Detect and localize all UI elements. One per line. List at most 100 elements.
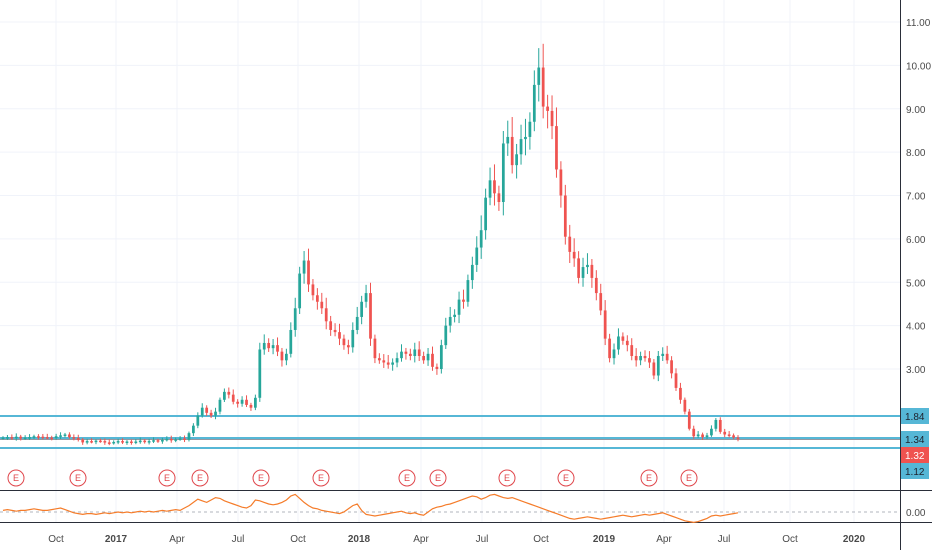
candle (329, 315, 333, 336)
candle-body (10, 437, 14, 439)
candle (736, 435, 740, 442)
candle (103, 438, 107, 445)
earnings-marker: E (398, 469, 416, 487)
candle-body (37, 436, 40, 438)
candle-body (54, 436, 58, 438)
candle-body (674, 373, 678, 388)
price-tick-label: 3.00 (906, 365, 926, 376)
candle-body (639, 355, 642, 361)
candle (342, 334, 346, 350)
earnings-label: E (504, 473, 510, 483)
candle-body (125, 441, 129, 444)
candle (218, 397, 222, 415)
candle-body (267, 342, 271, 349)
time-tick-label: Oct (290, 534, 306, 545)
candle-body (435, 366, 439, 369)
earnings-marker: E (680, 469, 698, 487)
price-tick-label: 7.00 (906, 192, 926, 203)
candle (254, 394, 257, 411)
candle-body (360, 301, 364, 317)
candle-body (537, 67, 541, 85)
candle (192, 423, 195, 437)
candle (227, 387, 231, 399)
level-badge-bg (901, 463, 929, 479)
level-badge: 1.12 (901, 463, 929, 479)
candle (324, 297, 328, 330)
candle (14, 433, 18, 441)
candle-body (28, 437, 31, 439)
candle (143, 438, 147, 444)
candle (72, 434, 76, 441)
candle (630, 338, 634, 361)
earnings-circle (557, 469, 575, 487)
price-axis: 11.00 10.00 9.00 8.00 7.00 6.00 5.00 4.00 3.00 1.… (901, 18, 931, 519)
candle-body (324, 308, 328, 322)
level-badge: 1.84 (901, 408, 929, 424)
time-tick-label: Jul (476, 534, 489, 545)
candle (258, 342, 262, 402)
time-tick-label: Jul (718, 534, 731, 545)
time-tick-label: 2020 (843, 534, 866, 545)
candle (679, 382, 682, 404)
candle-body (431, 353, 434, 367)
candle-body (661, 353, 665, 356)
time-tick-label: Oct (782, 534, 798, 545)
candle (670, 356, 673, 379)
candle-body (439, 345, 443, 369)
candle (10, 434, 14, 440)
candle (333, 323, 337, 337)
candle-body (280, 351, 284, 361)
candle-body (364, 293, 368, 302)
candle-body (187, 433, 191, 440)
candle (178, 436, 182, 441)
candle-body (386, 362, 390, 365)
candle (280, 347, 284, 367)
candle-body (400, 351, 403, 359)
candle-body (192, 425, 195, 434)
candle (94, 439, 98, 445)
candle (550, 95, 554, 140)
candle (439, 339, 443, 374)
candle (612, 343, 616, 365)
candle (652, 359, 656, 380)
candle-body (643, 355, 647, 359)
candle-body (568, 236, 572, 252)
level-badge-label: 1.12 (905, 467, 925, 478)
price-tick-label: 4.00 (906, 322, 926, 333)
candle (315, 288, 319, 310)
candle-body (81, 439, 85, 443)
candle-body (63, 434, 67, 436)
candle-body (276, 345, 279, 352)
candle (701, 432, 704, 440)
candle (245, 395, 248, 408)
last-price-badge: 1.32 (901, 447, 929, 463)
level-badge-label: 1.34 (905, 435, 925, 446)
candle-body (143, 440, 147, 443)
candle-body (130, 441, 133, 444)
candle-body (293, 308, 297, 330)
candle-body (718, 419, 722, 432)
candle (382, 354, 386, 368)
candle (448, 306, 452, 333)
candle (625, 335, 629, 352)
candle (271, 338, 275, 355)
candle-body (612, 349, 616, 359)
earnings-marker: E (69, 469, 87, 487)
candle (298, 266, 302, 315)
candle (391, 358, 395, 371)
candle (116, 438, 120, 445)
candle (408, 348, 412, 361)
candle (692, 425, 696, 439)
candle (497, 185, 501, 211)
candle (45, 433, 49, 440)
candle-body (152, 440, 155, 442)
candle (555, 107, 558, 178)
candle-body (32, 436, 36, 438)
candle (687, 408, 691, 431)
candle-body (14, 436, 18, 439)
candle-body (90, 441, 93, 443)
candle-body (134, 441, 138, 444)
candle-body (444, 325, 448, 346)
candle-body (258, 349, 262, 398)
